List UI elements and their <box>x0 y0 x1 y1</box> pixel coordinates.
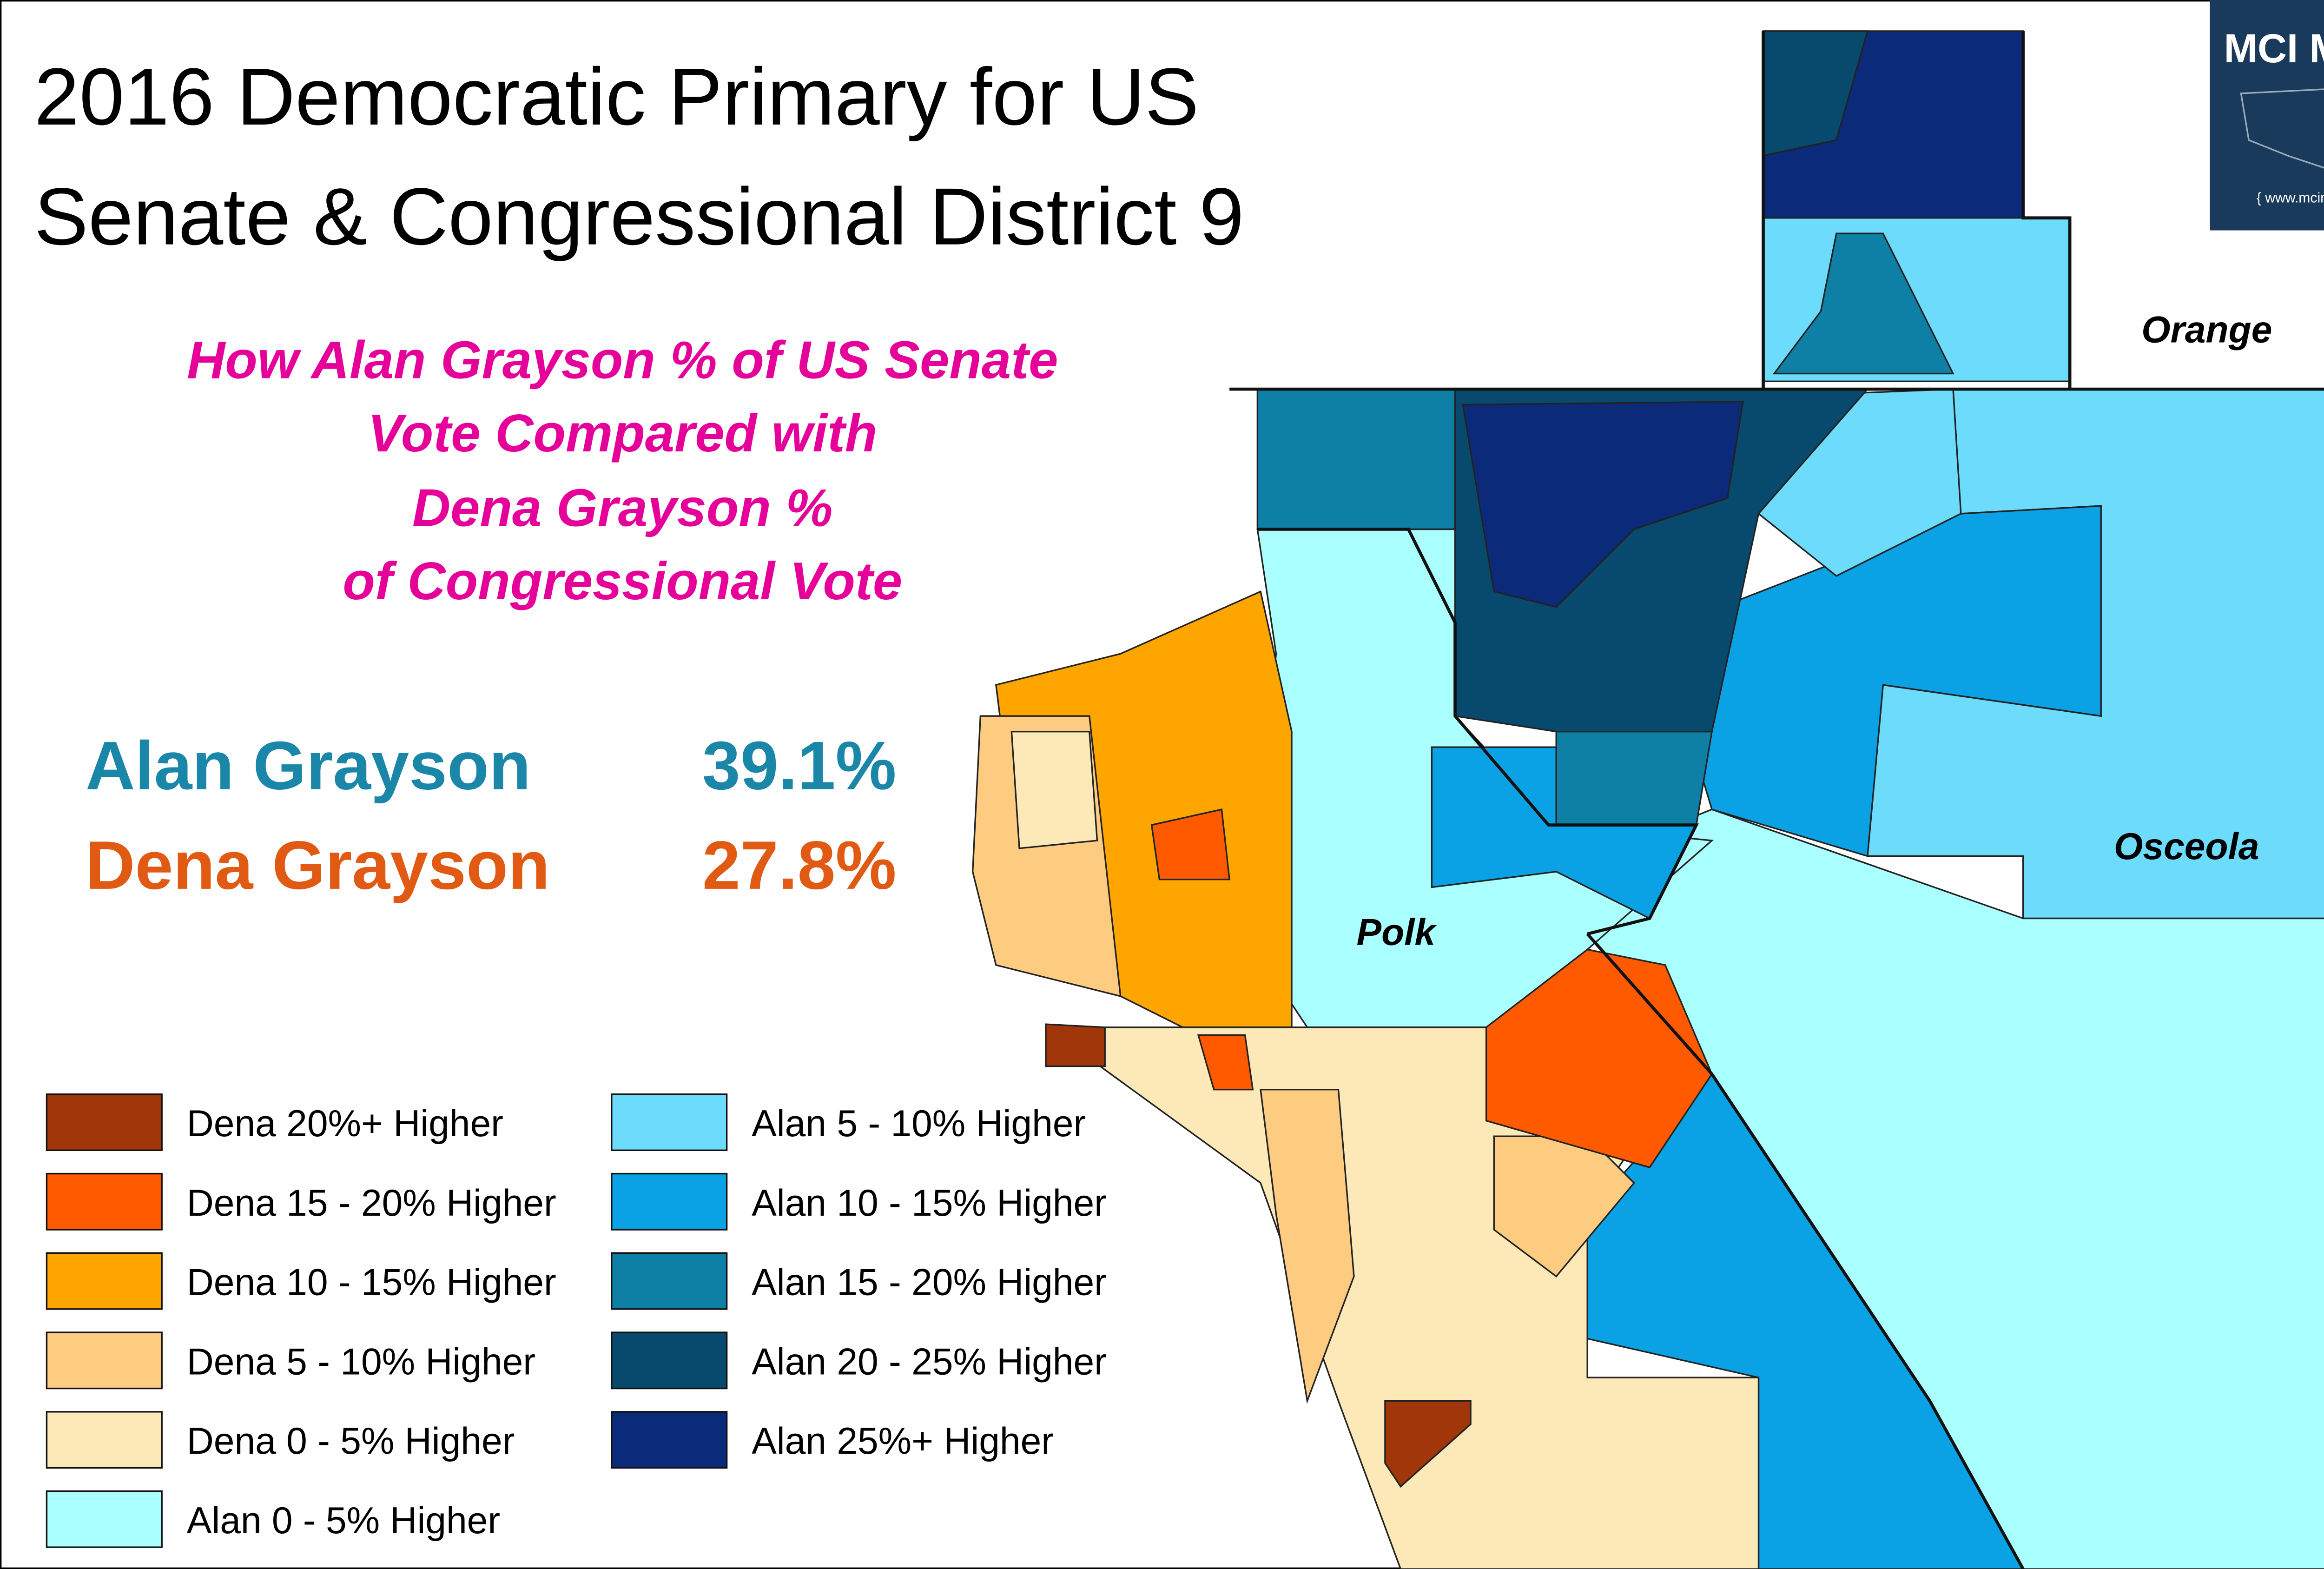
region <box>1260 1089 1355 1404</box>
county-line <box>1586 933 2025 1569</box>
legend-label: Dena 15 - 20% Higher <box>187 1182 556 1224</box>
subtitle-line: of Congressional Vote <box>343 552 902 611</box>
title: 2016 Democratic Primary for US Senate & … <box>34 51 1244 262</box>
legend-swatch <box>46 1172 163 1231</box>
region <box>1045 1023 1106 1067</box>
candidate-name: Alan Grayson <box>86 728 531 804</box>
legend-swatch <box>611 1331 728 1390</box>
title-line: Senate & Congressional District 9 <box>34 171 1244 262</box>
title-line: 2016 Democratic Primary for US <box>34 51 1199 142</box>
logo-title: MCI MAPS <box>2224 26 2324 71</box>
legend-label: Dena 20%+ Higher <box>187 1103 503 1145</box>
legend-swatch <box>611 1411 728 1469</box>
county-line <box>2021 31 2072 390</box>
legend-label: Dena 10 - 15% Higher <box>187 1262 556 1304</box>
county-line <box>1257 528 1699 936</box>
legend-swatch <box>611 1093 728 1152</box>
results: Alan Grayson 39.1% Dena Grayson 27.8% <box>86 728 896 904</box>
subtitle-line: Vote Compared with <box>368 404 877 463</box>
subtitle-line: Dena Grayson % <box>412 479 833 538</box>
candidate-name: Dena Grayson <box>86 828 550 904</box>
legend-swatch <box>46 1252 163 1310</box>
legend-swatch <box>46 1411 163 1469</box>
region <box>1256 388 1456 530</box>
county-label: Osceola <box>2114 826 2259 867</box>
region <box>1384 1400 1472 1488</box>
legend-label: Dena 5 - 10% Higher <box>187 1341 535 1383</box>
candidate-percent: 39.1% <box>702 728 897 804</box>
logo-map <box>2240 88 2324 169</box>
legend-label: Dena 0 - 5% Higher <box>187 1420 515 1462</box>
region <box>1150 808 1230 880</box>
legend-swatch <box>46 1093 163 1152</box>
legend-label: Alan 15 - 20% Higher <box>752 1262 1107 1304</box>
map: Orange Osceola Polk <box>971 30 2324 1569</box>
region <box>1197 1034 1254 1091</box>
legend-label: Alan 20 - 25% Higher <box>752 1341 1107 1383</box>
logo-box <box>2210 0 2324 231</box>
county-label: Orange <box>2141 309 2272 351</box>
candidate-percent: 27.8% <box>702 828 897 904</box>
region <box>1555 730 1713 826</box>
legend-swatch <box>611 1172 728 1231</box>
legend-swatch <box>46 1490 163 1548</box>
legend-label: Alan 10 - 15% Higher <box>752 1182 1107 1224</box>
county-label: Polk <box>1357 911 1438 953</box>
legend-label: Alan 0 - 5% Higher <box>187 1500 500 1542</box>
subtitle-line: How Alan Grayson % of US Senate <box>187 331 1058 390</box>
logo-url: { www.mcimaps.com } <box>2257 190 2324 205</box>
legend-label: Alan 25%+ Higher <box>752 1420 1054 1462</box>
region <box>1462 401 1744 608</box>
region <box>1772 232 1954 375</box>
legend-swatch <box>611 1252 728 1310</box>
subtitle: How Alan Grayson % of US Senate Vote Com… <box>187 331 1058 611</box>
logo: MCI MAPS { www.mcimaps.com } <box>2210 0 2324 231</box>
legend-label: Alan 5 - 10% Higher <box>752 1103 1086 1145</box>
region <box>1010 730 1098 849</box>
legend-swatch <box>46 1331 163 1390</box>
legend: Dena 20%+ Higher Dena 15 - 20% Higher Dena… <box>46 1093 1107 1548</box>
